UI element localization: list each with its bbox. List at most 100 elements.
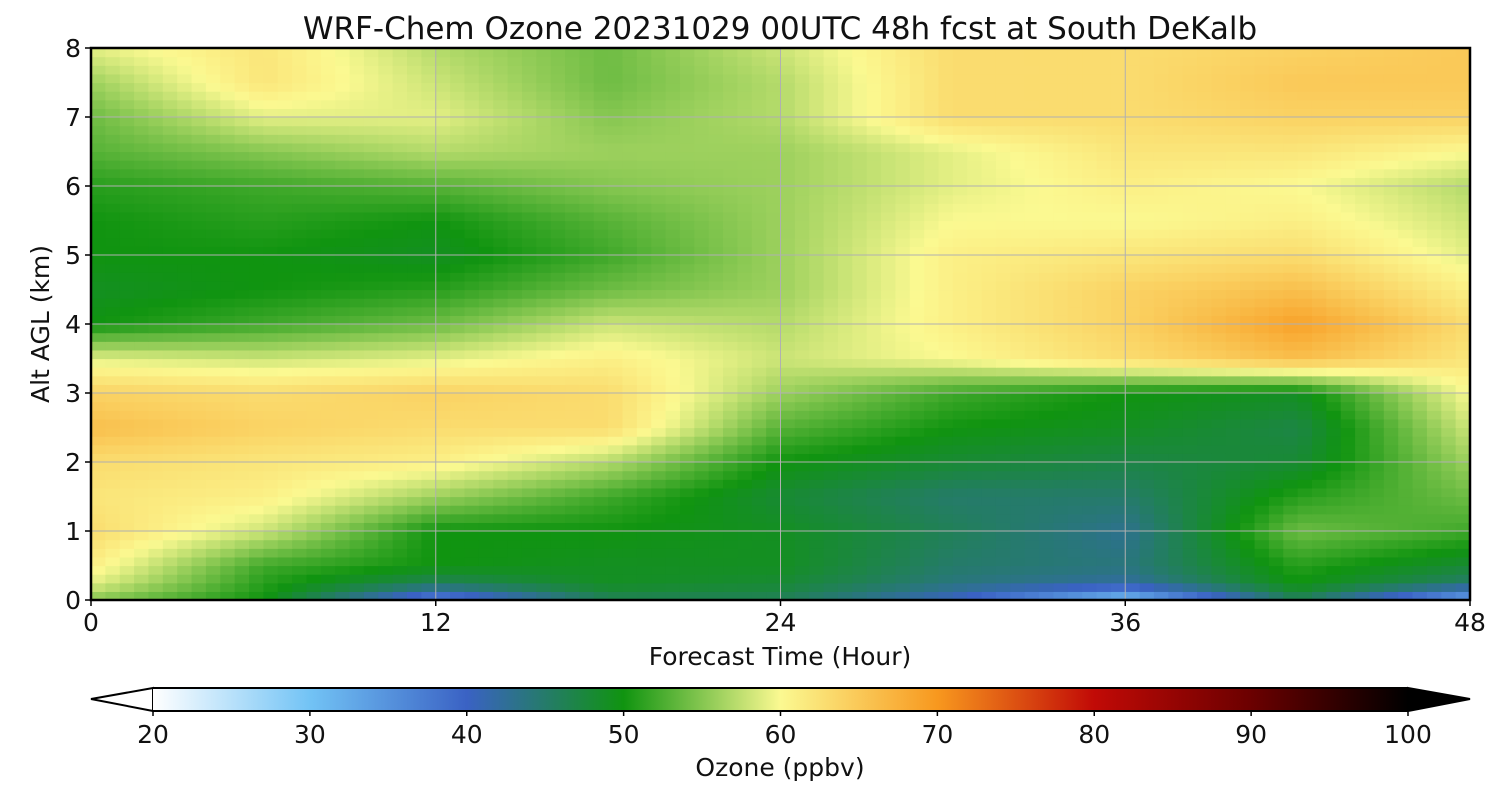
heatmap-cell xyxy=(521,289,537,299)
heatmap-cell xyxy=(1067,539,1083,549)
heatmap-cell xyxy=(450,341,466,351)
heatmap-cell xyxy=(651,246,667,256)
heatmap-cell xyxy=(1153,168,1169,178)
heatmap-cell xyxy=(924,505,940,515)
heatmap-cell xyxy=(837,341,853,351)
heatmap-cell xyxy=(1426,556,1442,567)
heatmap-cell xyxy=(895,255,911,265)
heatmap-cell xyxy=(823,470,839,480)
heatmap-cell xyxy=(91,427,106,437)
heatmap-cell xyxy=(909,349,925,360)
heatmap-cell xyxy=(938,229,954,239)
heatmap-cell xyxy=(550,237,566,247)
heatmap-cell xyxy=(1139,410,1155,420)
heatmap-cell xyxy=(1110,315,1126,325)
heatmap-cell xyxy=(363,349,379,360)
heatmap-cell xyxy=(1039,306,1055,316)
heatmap-cell xyxy=(608,272,624,282)
heatmap-cell xyxy=(177,341,193,351)
heatmap-cell xyxy=(1067,470,1083,480)
heatmap-cell xyxy=(809,246,825,256)
heatmap-cell xyxy=(995,487,1011,498)
heatmap-cell xyxy=(565,229,580,239)
heatmap-cell xyxy=(1455,479,1470,489)
heatmap-cell xyxy=(794,194,810,204)
heatmap-cell xyxy=(177,229,193,239)
heatmap-cell xyxy=(1053,539,1069,549)
heatmap-cell xyxy=(881,280,897,291)
heatmap-cell xyxy=(478,531,494,541)
heatmap-cell xyxy=(205,539,221,549)
heatmap-cell xyxy=(881,505,897,515)
heatmap-cell xyxy=(1182,349,1198,360)
heatmap-cell xyxy=(1311,341,1327,351)
heatmap-cell xyxy=(1010,263,1026,273)
heatmap-cell xyxy=(306,462,322,472)
heatmap-cell xyxy=(91,349,106,360)
heatmap-cell xyxy=(1153,487,1169,498)
heatmap-cell xyxy=(1225,177,1241,187)
heatmap-cell xyxy=(464,574,480,584)
heatmap-cell xyxy=(220,436,236,446)
heatmap-cell xyxy=(1326,505,1342,515)
heatmap-cell xyxy=(1254,324,1270,334)
heatmap-cell xyxy=(1168,298,1184,308)
heatmap-cell xyxy=(1125,462,1141,472)
heatmap-cell xyxy=(952,194,968,204)
heatmap-cell xyxy=(1024,255,1040,265)
heatmap-cell xyxy=(1441,427,1457,437)
heatmap-cell xyxy=(277,160,293,170)
heatmap-cell xyxy=(464,565,480,575)
heatmap-cell xyxy=(363,531,379,541)
heatmap-cell xyxy=(938,186,954,196)
heatmap-cell xyxy=(780,255,796,265)
heatmap-cell xyxy=(1067,186,1083,196)
heatmap-cell xyxy=(1441,272,1457,282)
heatmap-cell xyxy=(1067,410,1083,420)
heatmap-cell xyxy=(464,229,480,239)
heatmap-cell xyxy=(162,341,178,351)
heatmap-cell xyxy=(1326,574,1342,584)
heatmap-cell xyxy=(1153,574,1169,584)
heatmap-cell xyxy=(881,410,897,420)
heatmap-cell xyxy=(320,444,336,454)
heatmap-cell xyxy=(134,315,150,325)
heatmap-cell xyxy=(895,453,911,463)
heatmap-cell xyxy=(191,306,207,316)
heatmap-cell xyxy=(1441,220,1457,230)
heatmap-cell xyxy=(938,548,954,558)
heatmap-cell xyxy=(205,255,221,265)
heatmap-cell xyxy=(737,401,753,411)
heatmap-cell xyxy=(751,427,767,437)
heatmap-cell xyxy=(1067,375,1083,385)
heatmap-cell xyxy=(579,298,595,308)
heatmap-cell xyxy=(1082,177,1098,187)
heatmap-cell xyxy=(952,280,968,291)
heatmap-cell xyxy=(249,306,264,316)
heatmap-cell xyxy=(622,168,638,178)
heatmap-cell xyxy=(1455,367,1470,377)
heatmap-cell xyxy=(952,556,968,567)
heatmap-cell xyxy=(1412,220,1428,230)
heatmap-cell xyxy=(435,255,451,265)
heatmap-cell xyxy=(1254,194,1270,204)
heatmap-cell xyxy=(1067,418,1083,429)
heatmap-cell xyxy=(995,418,1011,429)
heatmap-cell xyxy=(852,565,868,575)
heatmap-cell xyxy=(363,186,379,196)
heatmap-cell xyxy=(1383,186,1399,196)
heatmap-cell xyxy=(708,151,724,161)
heatmap-cell xyxy=(1412,375,1428,385)
heatmap-cell xyxy=(1441,410,1457,420)
heatmap-cell xyxy=(1211,306,1227,316)
heatmap-cell xyxy=(134,255,150,265)
heatmap-cell xyxy=(694,539,710,549)
heatmap-cell xyxy=(91,393,106,403)
heatmap-cell xyxy=(220,548,236,558)
heatmap-cell xyxy=(1283,332,1299,342)
heatmap-cell xyxy=(1010,401,1026,411)
heatmap-cell xyxy=(866,384,882,394)
heatmap-cell xyxy=(1211,531,1227,541)
heatmap-cell xyxy=(1211,332,1227,342)
heatmap-cell xyxy=(723,582,738,592)
